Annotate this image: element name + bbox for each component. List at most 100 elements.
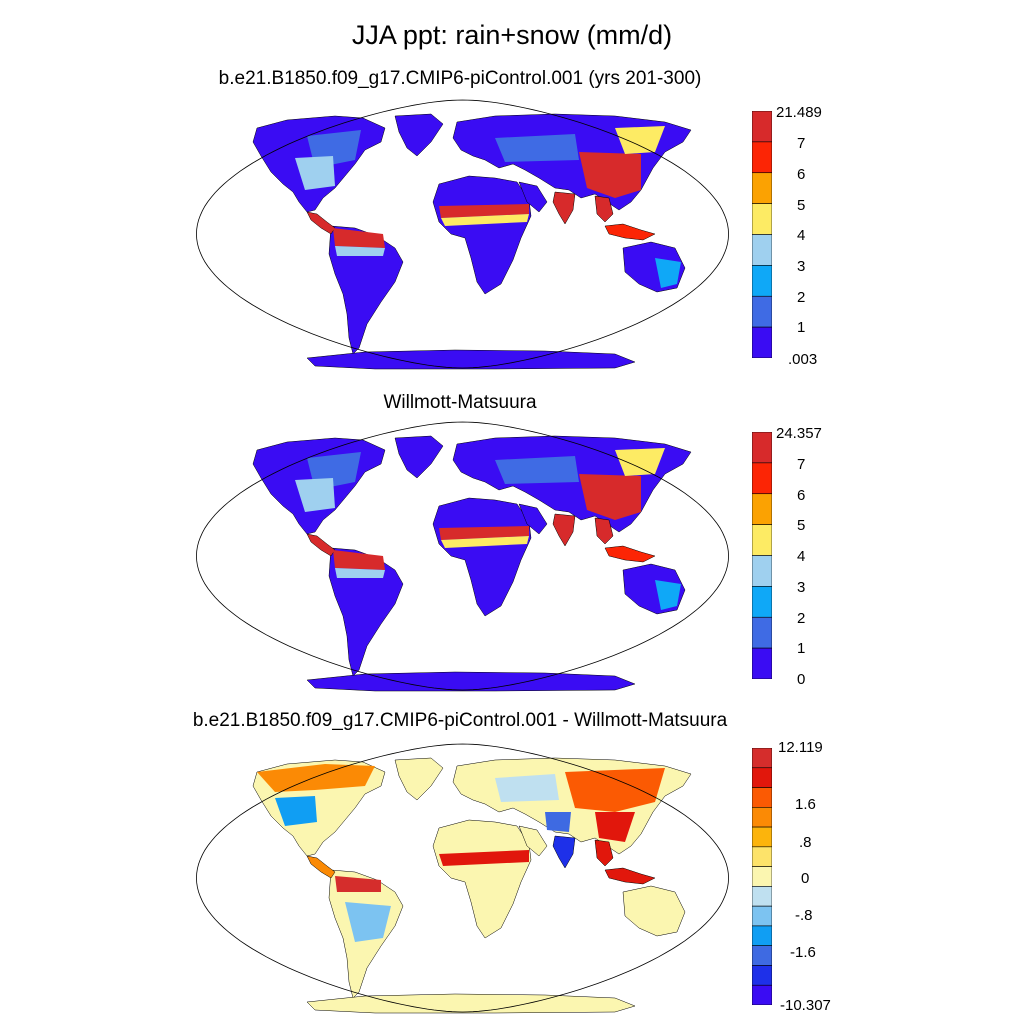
- panel-3-legend-label: -.8: [795, 907, 813, 924]
- precip-band: [275, 796, 317, 826]
- colorbar-swatch: [752, 767, 772, 788]
- land-region: [552, 191, 576, 225]
- precip-band: [439, 204, 529, 218]
- land-region: [552, 835, 576, 869]
- land-region: [604, 867, 656, 885]
- colorbar-swatch: [752, 984, 772, 1005]
- precip-band: [655, 580, 681, 610]
- precip-band: [439, 526, 529, 540]
- precip-band: [439, 850, 529, 866]
- land-region: [306, 533, 336, 557]
- precip-band: [333, 228, 385, 248]
- colorbar-swatch: [752, 965, 772, 986]
- precip-band: [333, 550, 385, 570]
- precip-band: [579, 474, 641, 520]
- colorbar-swatch: [752, 945, 772, 966]
- colorbar-swatch: [752, 586, 772, 618]
- panel-2-legend-label: 2: [797, 610, 806, 627]
- panel-1-legend-label: 7: [797, 135, 806, 152]
- panel-2-colorbar-swatches: [752, 432, 772, 679]
- panel-2-map: [196, 421, 729, 692]
- panel-2-colorbar: [752, 432, 772, 679]
- precip-band: [615, 448, 665, 476]
- panel-2-legend-label: 3: [797, 579, 806, 596]
- colorbar-swatch: [752, 111, 772, 143]
- land-region: [306, 349, 636, 370]
- panel-1-map-frame: [196, 99, 729, 369]
- panel-3-colorbar: [752, 748, 772, 1005]
- panel-2-legend-label: 5: [797, 517, 806, 534]
- colorbar-swatch: [752, 326, 772, 358]
- precip-band: [595, 812, 635, 842]
- land-region: [594, 839, 614, 867]
- colorbar-swatch: [752, 826, 772, 848]
- panel-1-legend-label: 1: [797, 319, 806, 336]
- colorbar-swatch: [752, 748, 772, 769]
- precip-band: [335, 246, 385, 256]
- land-region: [306, 211, 336, 235]
- panel-1-title: b.e21.B1850.f09_g17.CMIP6-piControl.001 …: [218, 68, 702, 89]
- land-region: [518, 181, 548, 213]
- colorbar-swatch: [752, 141, 772, 174]
- precip-band: [579, 152, 641, 198]
- colorbar-swatch: [752, 807, 772, 828]
- panel-1-colorbar: [752, 111, 772, 358]
- precip-band: [295, 478, 335, 512]
- panel-2-legend-label: 1: [797, 640, 806, 657]
- land-region: [594, 195, 614, 223]
- precip-band: [441, 214, 529, 226]
- colorbar-swatch: [752, 866, 772, 887]
- precip-band: [545, 812, 571, 832]
- land-region: [552, 513, 576, 547]
- colorbar-swatch: [752, 172, 772, 204]
- colorbar-swatch: [752, 555, 772, 587]
- colorbar-swatch: [752, 265, 772, 297]
- precip-band: [441, 536, 529, 548]
- colorbar-swatch: [752, 905, 772, 927]
- panel-2-legend-label: 0: [797, 671, 806, 688]
- panel-3-legend-label: 12.119: [778, 739, 823, 756]
- panel-1-legend-label: 3: [797, 258, 806, 275]
- panel-3-colorbar-swatches: [752, 748, 772, 1005]
- panel-1-legend-label: 21.489: [776, 104, 822, 121]
- panel-3-legend-label: 1.6: [795, 796, 816, 813]
- precip-band: [257, 764, 375, 792]
- panel-3-legend-label: -1.6: [790, 944, 816, 961]
- colorbar-swatch: [752, 616, 772, 649]
- colorbar-swatch: [752, 524, 772, 556]
- panel-2-title: Willmott-Matsuura: [383, 392, 537, 413]
- panel-2-legend-label: 24.357: [776, 425, 822, 442]
- colorbar-swatch: [752, 886, 772, 907]
- panel-3-title: b.e21.B1850.f09_g17.CMIP6-piControl.001 …: [192, 710, 728, 731]
- precip-band: [655, 258, 681, 288]
- precip-band: [335, 568, 385, 578]
- colorbar-swatch: [752, 295, 772, 328]
- panel-1-map: [196, 99, 729, 370]
- colorbar-swatch: [752, 787, 772, 808]
- land-region: [432, 497, 532, 617]
- land-region: [622, 885, 686, 937]
- land-region: [604, 545, 656, 563]
- panel-2-land: [252, 435, 692, 692]
- main-title: JJA ppt: rain+snow (mm/d): [351, 20, 673, 50]
- colorbar-swatch: [752, 203, 772, 235]
- panel-3-legend-label: 0: [801, 870, 810, 887]
- panel-2-legend-label: 7: [797, 456, 806, 473]
- panel-3-legend-label: .8: [799, 834, 812, 851]
- panel-3-map-frame: [196, 743, 729, 1013]
- panel-1-legend-label: 6: [797, 166, 806, 183]
- panel-1-legend-label: 5: [797, 197, 806, 214]
- precip-band: [495, 134, 579, 162]
- panel-1-legend-label: 4: [797, 227, 806, 244]
- land-region: [604, 223, 656, 241]
- panel-3-land: [252, 757, 692, 1014]
- colorbar-swatch: [752, 462, 772, 495]
- land-region: [518, 825, 548, 857]
- precip-band: [495, 774, 559, 802]
- land-region: [518, 503, 548, 535]
- panel-1-legend-label: .003: [788, 351, 818, 368]
- precip-band: [335, 876, 381, 892]
- land-region: [306, 671, 636, 692]
- colorbar-swatch: [752, 432, 772, 464]
- land-region: [328, 547, 404, 677]
